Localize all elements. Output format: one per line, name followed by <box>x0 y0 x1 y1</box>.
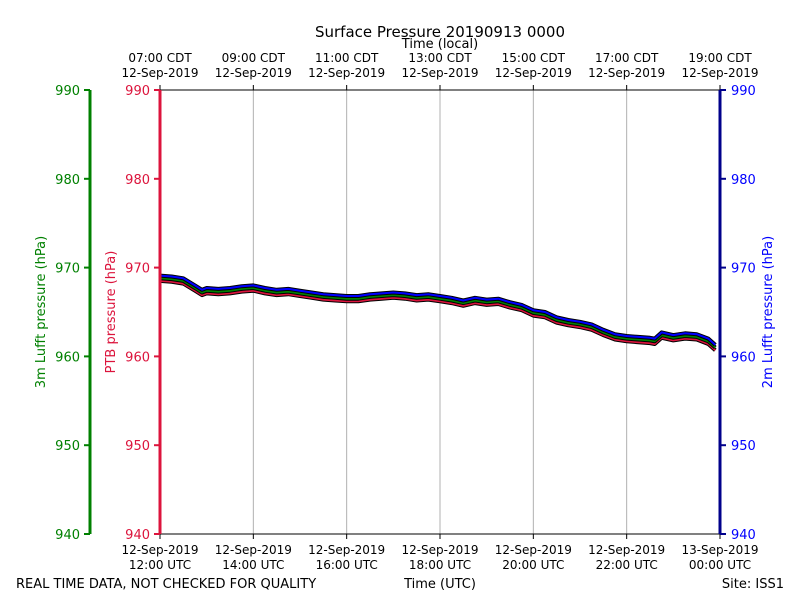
y-tick-label-3m: 970 <box>55 262 80 277</box>
vertical-grid <box>252 90 628 534</box>
x-tick-bottom-time: 14:00 UTC <box>222 558 284 572</box>
y-tick-label-3m: 960 <box>55 350 80 365</box>
x-tick-top-date: 12-Sep-2019 <box>681 66 758 80</box>
series-3m-lufft-line <box>159 277 716 349</box>
y-tick-label-ptb: 980 <box>125 173 150 188</box>
x-tick-top-time: 07:00 CDT <box>128 51 192 65</box>
series-ptb-line <box>159 279 716 351</box>
y-tick-label-2m: 990 <box>731 84 756 99</box>
y-tick-label-ptb: 960 <box>125 350 150 365</box>
x-tick-bottom-date: 12-Sep-2019 <box>588 543 665 557</box>
x-tick-top-date: 12-Sep-2019 <box>401 66 478 80</box>
x-tick-bottom-date: 12-Sep-2019 <box>495 543 572 557</box>
x-axis-bottom-label: Time (UTC) <box>403 577 476 592</box>
y-tick-label-2m: 940 <box>731 528 756 543</box>
y-tick-label-2m: 960 <box>731 350 756 365</box>
x-tick-bottom-time: 00:00 UTC <box>689 558 751 572</box>
y-tick-label-2m: 970 <box>731 262 756 277</box>
x-tick-bottom-date: 12-Sep-2019 <box>401 543 478 557</box>
x-tick-bottom-date: 12-Sep-2019 <box>308 543 385 557</box>
x-tick-top-date: 12-Sep-2019 <box>588 66 665 80</box>
y-tick-label-3m: 980 <box>55 173 80 188</box>
x-tick-bottom-time: 20:00 UTC <box>502 558 564 572</box>
x-tick-top-date: 12-Sep-2019 <box>121 66 198 80</box>
y-label-ptb: PTB pressure (hPa) <box>104 251 119 374</box>
x-tick-top-date: 12-Sep-2019 <box>308 66 385 80</box>
y-tick-label-2m: 950 <box>731 439 756 454</box>
x-tick-bottom-time: 16:00 UTC <box>316 558 378 572</box>
x-tick-top-date: 12-Sep-2019 <box>215 66 292 80</box>
x-tick-bottom-time: 12:00 UTC <box>129 558 191 572</box>
quality-note: REAL TIME DATA, NOT CHECKED FOR QUALITY <box>16 577 316 592</box>
x-tick-bottom-time: 22:00 UTC <box>596 558 658 572</box>
x-tick-top-time: 11:00 CDT <box>315 51 379 65</box>
x-tick-bottom-date: 12-Sep-2019 <box>121 543 198 557</box>
x-tick-top-date: 12-Sep-2019 <box>495 66 572 80</box>
y-tick-label-2m: 980 <box>731 173 756 188</box>
x-tick-top-time: 13:00 CDT <box>408 51 472 65</box>
y-tick-label-3m: 950 <box>55 439 80 454</box>
y-tick-label-ptb: 990 <box>125 84 150 99</box>
x-tick-top-time: 09:00 CDT <box>222 51 286 65</box>
y-label-2m-lufft: 2m Lufft pressure (hPa) <box>761 236 776 388</box>
x-tick-top-time: 17:00 CDT <box>595 51 659 65</box>
x-tick-bottom-time: 18:00 UTC <box>409 558 471 572</box>
y-tick-label-3m: 990 <box>55 84 80 99</box>
x-tick-top-time: 15:00 CDT <box>502 51 566 65</box>
axes <box>88 90 722 534</box>
site-label: Site: ISS1 <box>722 577 784 592</box>
chart-title: Surface Pressure 20190913 0000 <box>315 23 565 41</box>
y-tick-label-ptb: 970 <box>125 262 150 277</box>
x-tick-bottom-date: 13-Sep-2019 <box>681 543 758 557</box>
x-axis-top-label: Time (local) <box>401 37 478 52</box>
x-tick-bottom-date: 12-Sep-2019 <box>215 543 292 557</box>
y-tick-label-ptb: 940 <box>125 528 150 543</box>
x-tick-top-time: 19:00 CDT <box>688 51 752 65</box>
series-layer <box>159 273 717 352</box>
y-label-3m-lufft: 3m Lufft pressure (hPa) <box>34 236 49 388</box>
y-tick-label-3m: 940 <box>55 528 80 543</box>
y-tick-label-ptb: 950 <box>125 439 150 454</box>
series-2m-lufft-line <box>159 274 716 346</box>
